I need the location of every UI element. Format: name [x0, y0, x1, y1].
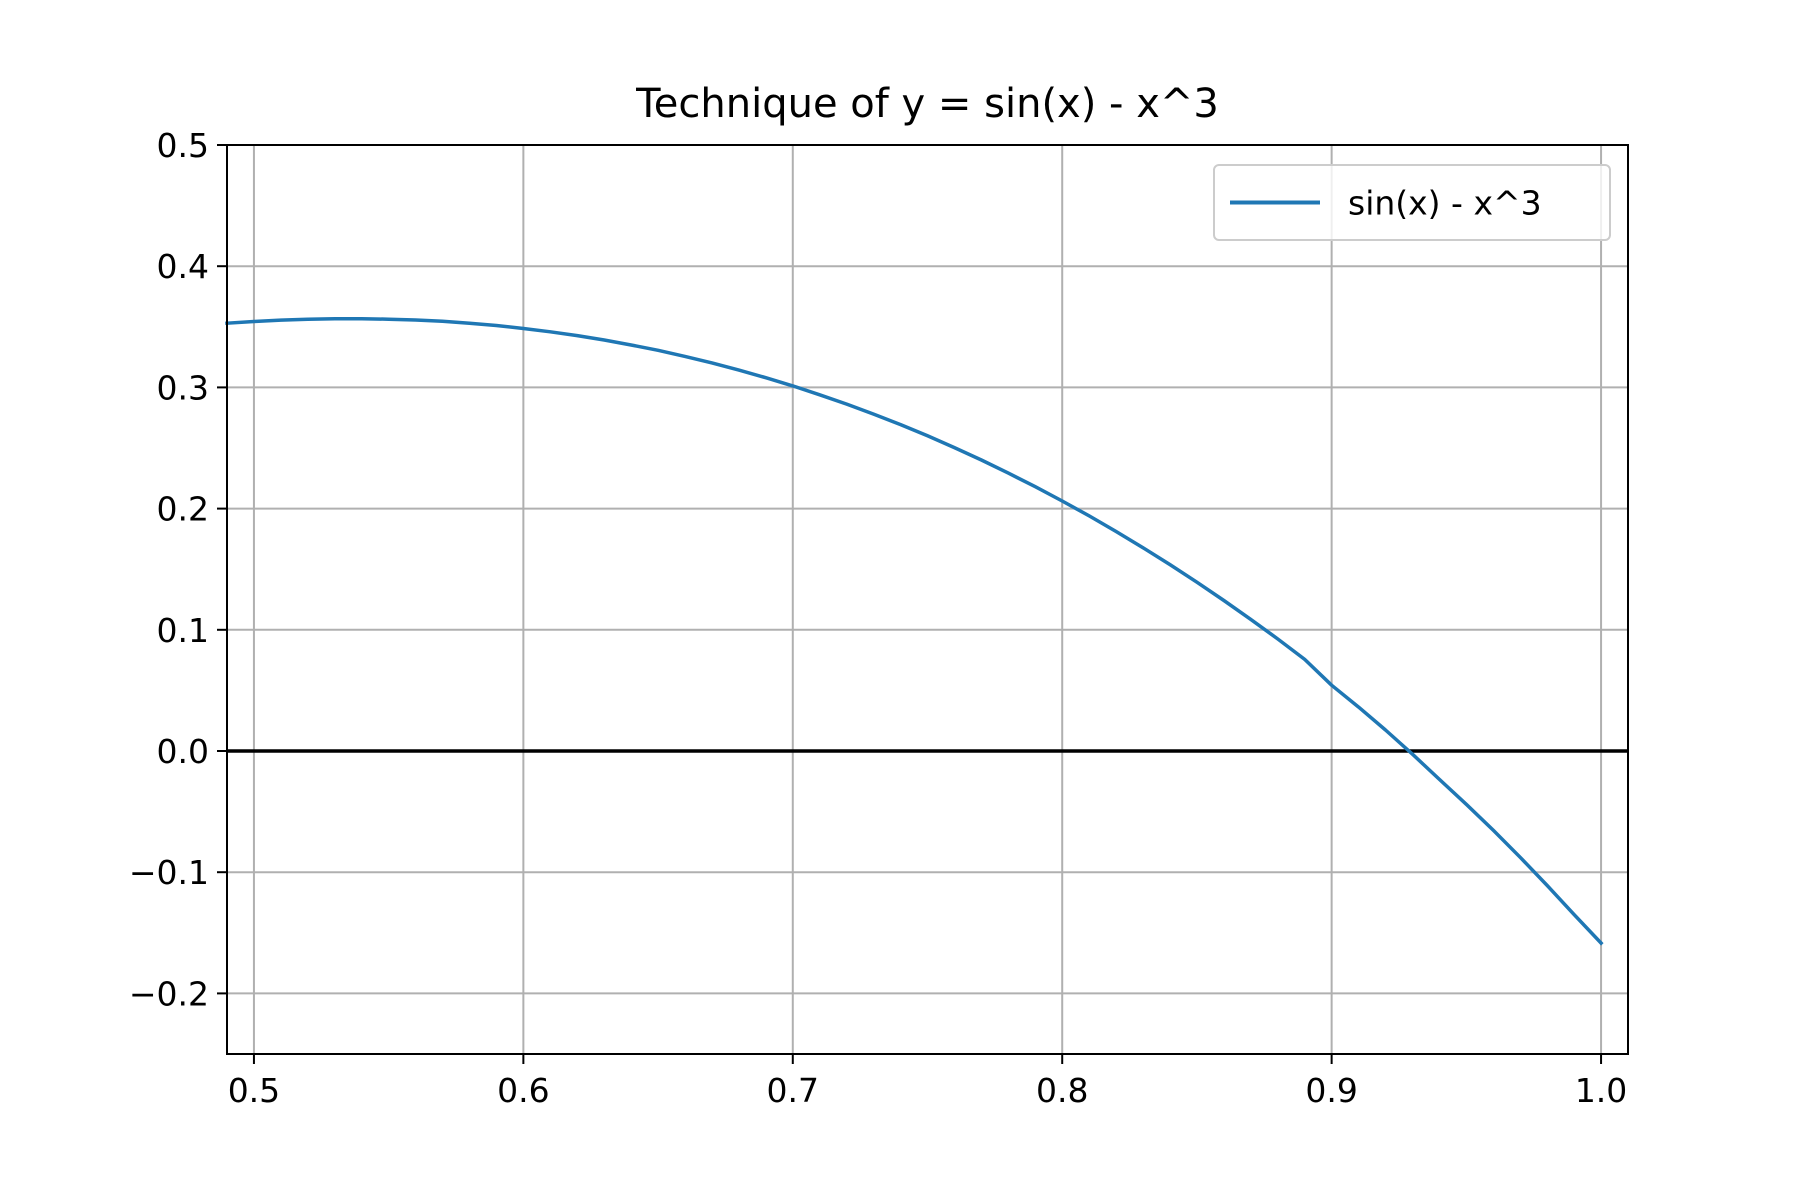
x-tick-label: 0.9 [1305, 1071, 1357, 1110]
y-tick-label: 0.4 [157, 247, 209, 286]
legend-label: sin(x) - x^3 [1348, 184, 1542, 223]
y-tick-label: 0.3 [157, 368, 209, 407]
x-tick-label: 0.7 [767, 1071, 819, 1110]
x-tick-label: 1.0 [1575, 1071, 1627, 1110]
y-tick-label: 0.1 [157, 611, 209, 650]
legend-box [1213, 164, 1611, 241]
y-tick-label: −0.2 [129, 974, 209, 1013]
y-tick-label: 0.2 [157, 490, 209, 529]
chart-title: Technique of y = sin(x) - x^3 [635, 81, 1219, 127]
y-tick-label: 0.0 [157, 732, 209, 771]
x-tick-label: 0.5 [228, 1071, 280, 1110]
y-tick-label: 0.5 [157, 126, 209, 165]
axes-frame [226, 144, 1629, 1055]
y-tick-label: −0.1 [129, 853, 209, 892]
series-line [225, 316, 1604, 946]
x-tick-label: 0.6 [497, 1071, 549, 1110]
y-axis-ticks: −0.2 −0.1 0.0 0.1 0.2 0.3 0.4 0.5 [129, 126, 227, 1013]
series-layer [225, 316, 1604, 946]
legend: sin(x) - x^3 [1213, 164, 1611, 241]
x-tick-label: 0.8 [1036, 1071, 1088, 1110]
x-axis-ticks: 0.5 0.6 0.7 0.8 0.9 1.0 [228, 1054, 1627, 1110]
